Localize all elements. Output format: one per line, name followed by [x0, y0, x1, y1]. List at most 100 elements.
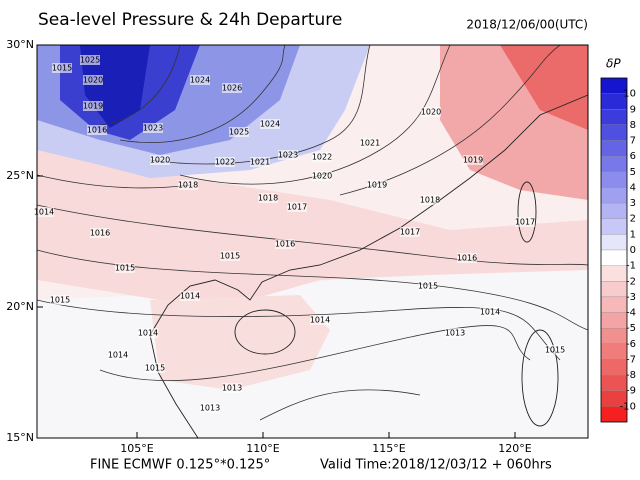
contour-label-bg	[229, 127, 249, 137]
contour-label-bg	[278, 150, 298, 160]
colorbar-box	[600, 359, 628, 376]
contour-label: 1019	[463, 156, 483, 165]
contour-label: 1016	[457, 254, 477, 263]
lon-label: 110°E	[246, 442, 279, 455]
timestamp: 2018/12/06/00(UTC)	[466, 18, 588, 32]
contour-label: 1015	[50, 296, 70, 305]
contour-label: 1019	[83, 102, 103, 111]
contour-label: 1025	[80, 56, 100, 65]
lon-label: 115°E	[372, 442, 405, 455]
colorbar-label: -3	[626, 292, 636, 303]
contour-label: 1022	[215, 158, 235, 167]
contour-label-bg	[312, 171, 332, 181]
colorbar-label: 6	[630, 151, 636, 162]
contour-labels: 1025 1020 1019 1016 1015 1023 1020 1018 1018 1024…	[34, 55, 565, 413]
contour-label: 1014	[480, 308, 500, 317]
contour-label-bg	[200, 403, 220, 413]
contour-label: 1014	[310, 316, 330, 325]
colorbar-box	[600, 343, 628, 360]
colorbar-box	[600, 187, 628, 204]
contour-label-bg	[150, 155, 170, 165]
colorbar-label: 4	[630, 182, 636, 193]
lat-label: 15°N	[6, 431, 34, 444]
contour-label: 1023	[143, 124, 163, 133]
contour-label-bg	[457, 253, 477, 263]
contour-label: 1013	[445, 329, 465, 338]
colorbar-box	[600, 140, 628, 157]
colorbar-label: -5	[626, 323, 636, 334]
contour-label-bg	[545, 345, 565, 355]
contour-label: 1017	[515, 218, 535, 227]
colorbar-label: -10	[620, 401, 636, 412]
contour-label: 1024	[260, 120, 280, 129]
contour-label: 1017	[287, 203, 307, 212]
contour-label: 1026	[222, 84, 242, 93]
contour-label: 1020	[421, 108, 441, 117]
colorbar-label: -1	[626, 261, 636, 272]
contour-label-bg	[480, 307, 500, 317]
contour-label-bg	[50, 295, 70, 305]
colorbar-box	[600, 156, 628, 172]
map-frame	[36, 44, 589, 439]
contour-label-bg	[250, 157, 270, 167]
colorbar-label: -7	[626, 354, 636, 365]
colorbar-label: -9	[626, 386, 636, 397]
contour-label-bg	[275, 239, 295, 249]
contour-label-bg	[108, 350, 128, 360]
colorbar-box	[600, 202, 628, 219]
colorbar-label: -2	[626, 276, 636, 287]
colorbar-box	[600, 265, 628, 282]
contour-label: 1022	[312, 153, 332, 162]
contour-label-bg	[190, 75, 210, 85]
colorbar-label: -8	[626, 370, 636, 381]
lat-label: 30°N	[6, 38, 34, 51]
colorbar-box	[600, 171, 628, 188]
colorbar-frame	[600, 77, 628, 423]
contour-label: 1013	[222, 384, 242, 393]
contour-label-bg	[463, 155, 483, 165]
contour-label-bg	[310, 315, 330, 325]
colorbar-label: -4	[626, 308, 636, 319]
contour-label-bg	[222, 383, 242, 393]
colorbar-label: 7	[630, 136, 636, 147]
contour-label: 1019	[367, 181, 387, 190]
contour-label: 1021	[360, 139, 380, 148]
contour-label: 1021	[250, 158, 270, 167]
colorbar-box	[600, 109, 628, 126]
contour-label-bg	[360, 138, 380, 148]
contour-label: 1015	[418, 282, 438, 291]
contour-label: 1024	[190, 76, 210, 85]
contour-label: 1018	[258, 194, 278, 203]
isobars	[36, 44, 589, 421]
colorbar-label: 0	[630, 245, 636, 256]
colorbar-box	[600, 374, 628, 391]
contour-label: 1023	[278, 151, 298, 160]
contour-label-bg	[83, 75, 103, 85]
lon-label: 120°E	[498, 442, 531, 455]
contour-label-bg	[220, 251, 240, 261]
colorbar-box	[600, 218, 628, 235]
title: Sea-level Pressure & 24h Departure	[38, 10, 342, 30]
colorbar-box	[600, 281, 628, 298]
colorbar-box	[600, 312, 628, 329]
contour-label: 1020	[312, 172, 332, 181]
contour-label-bg	[418, 281, 438, 291]
contour-label-bg	[83, 101, 103, 111]
map-field	[37, 45, 588, 438]
contour-label-bg	[145, 363, 165, 373]
contour-label-bg	[312, 152, 332, 162]
contour-label: 1015	[545, 346, 565, 355]
contour-label: 1016	[90, 229, 110, 238]
contour-label: 1016	[275, 240, 295, 249]
contour-label-bg	[80, 55, 100, 65]
contour-label: 1025	[229, 128, 249, 137]
contour-label: 1020	[150, 156, 170, 165]
contour-label-bg	[445, 328, 465, 338]
contour-label-bg	[215, 157, 235, 167]
contour-label: 1014	[180, 292, 200, 301]
colorbar-box	[600, 249, 628, 266]
lat-label: 20°N	[6, 300, 34, 313]
colorbar-box	[600, 328, 628, 344]
